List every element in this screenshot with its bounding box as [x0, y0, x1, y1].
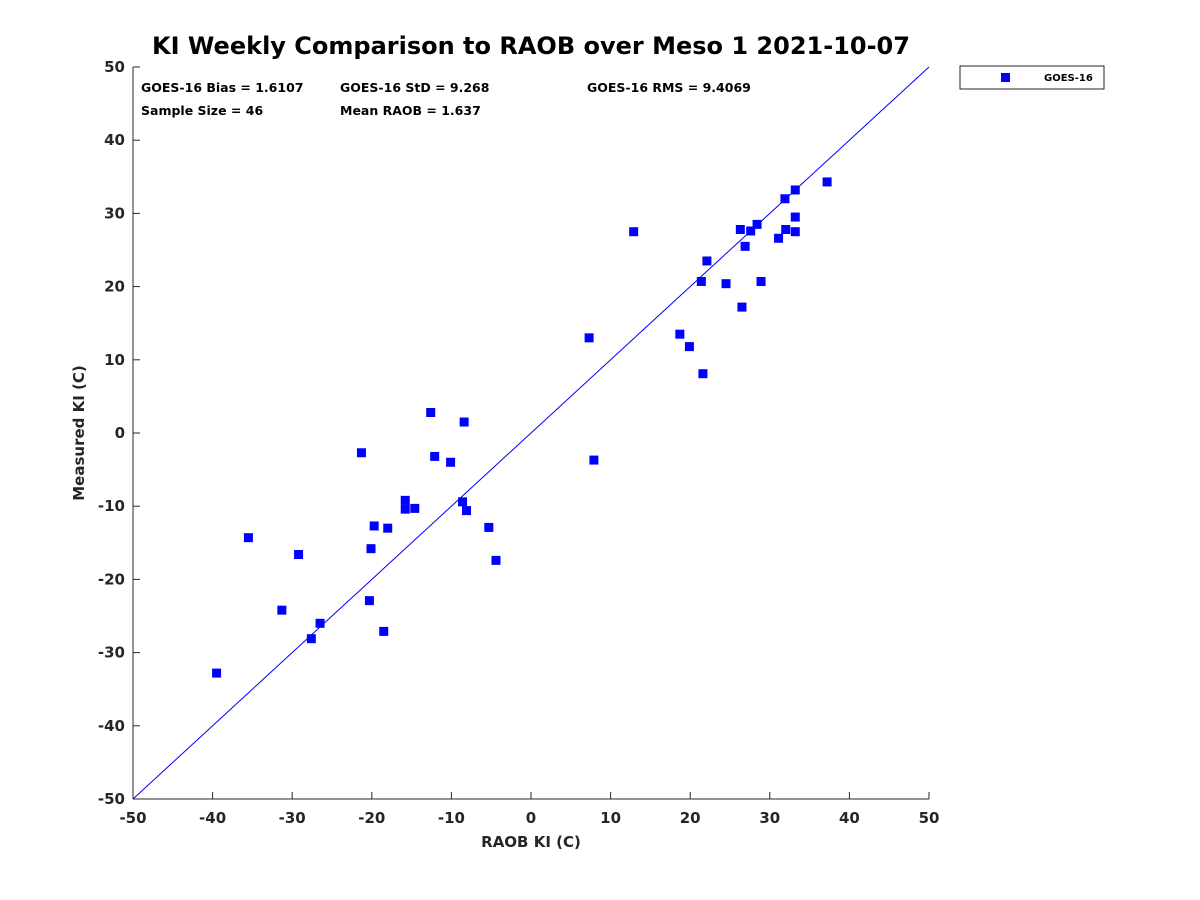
data-point: [737, 302, 747, 312]
data-point: [462, 506, 472, 516]
y-tick-label: 40: [104, 131, 125, 149]
x-tick-label: 40: [839, 809, 860, 827]
stat-rms: GOES-16 RMS = 9.4069: [587, 80, 751, 95]
data-point: [212, 668, 222, 678]
data-point: [702, 256, 712, 266]
stat-std: GOES-16 StD = 9.268: [340, 80, 489, 95]
x-axis-label: RAOB KI (C): [481, 833, 581, 851]
data-point: [822, 177, 832, 187]
legend-marker-square-icon: [1001, 73, 1010, 82]
legend: GOES-16: [959, 65, 1105, 90]
data-point: [369, 521, 379, 531]
data-point: [400, 504, 410, 514]
x-tick-label: 50: [919, 809, 940, 827]
y-tick-label: -50: [98, 790, 125, 808]
chart-title: KI Weekly Comparison to RAOB over Meso 1…: [152, 32, 910, 60]
stat-bias: GOES-16 Bias = 1.6107: [141, 80, 303, 95]
data-point: [774, 233, 784, 243]
data-point: [684, 342, 694, 352]
y-axis-label: Measured KI (C): [70, 365, 88, 501]
data-point: [410, 503, 420, 513]
data-point: [277, 605, 287, 615]
x-tick-label: -30: [279, 809, 306, 827]
data-point: [458, 497, 468, 507]
data-point: [589, 455, 599, 465]
x-tick-label: 0: [526, 809, 536, 827]
data-point: [740, 241, 750, 251]
y-tick-label: 0: [115, 424, 125, 442]
y-tick-label: 20: [104, 278, 125, 296]
x-axis-ticks: -50 -40 -30 -20 -10 0 10 20 30 40 50: [119, 792, 939, 827]
data-point: [781, 225, 791, 235]
y-tick-label: -40: [98, 717, 125, 735]
data-point: [491, 555, 501, 565]
y-tick-label: -30: [98, 644, 125, 662]
data-point: [780, 194, 790, 204]
data-point: [721, 279, 731, 289]
data-point: [364, 596, 374, 606]
data-point: [484, 522, 494, 532]
x-tick-label: -40: [199, 809, 226, 827]
data-point: [584, 333, 594, 343]
data-points: [212, 177, 832, 678]
data-point: [426, 408, 436, 418]
y-tick-label: 10: [104, 351, 125, 369]
data-point: [790, 227, 800, 237]
data-point: [294, 550, 304, 560]
data-point: [306, 634, 316, 644]
data-point: [446, 457, 456, 467]
y-axis-ticks: -50 -40 -30 -20 -10 0 10 20 30 40 50: [98, 58, 140, 808]
legend-label: GOES-16: [1044, 73, 1093, 84]
data-point: [379, 626, 389, 636]
stat-sample-size: Sample Size = 46: [141, 103, 263, 118]
x-tick-label: 10: [600, 809, 621, 827]
data-point: [746, 226, 756, 236]
data-point: [752, 219, 762, 229]
data-point: [459, 417, 469, 427]
stat-mean-raob: Mean RAOB = 1.637: [340, 103, 481, 118]
y-tick-label: 30: [104, 204, 125, 222]
data-point: [756, 276, 766, 286]
data-point: [696, 276, 706, 286]
data-point: [243, 533, 253, 543]
legend-box: [959, 65, 1105, 90]
y-tick-label: 50: [104, 58, 125, 76]
x-tick-label: -10: [438, 809, 465, 827]
data-point: [400, 495, 410, 505]
data-point: [315, 618, 325, 628]
data-point: [675, 329, 685, 339]
statistics-annotation: GOES-16 Bias = 1.6107 GOES-16 StD = 9.26…: [141, 80, 751, 118]
data-point: [735, 225, 745, 235]
data-point: [430, 451, 440, 461]
y-tick-label: -10: [98, 497, 125, 515]
x-tick-label: -50: [119, 809, 146, 827]
data-point: [356, 448, 366, 458]
data-point: [366, 544, 376, 554]
y-tick-label: -20: [98, 570, 125, 588]
x-tick-label: 30: [759, 809, 780, 827]
data-point: [383, 523, 393, 533]
x-tick-label: 20: [680, 809, 701, 827]
x-tick-label: -20: [358, 809, 385, 827]
data-point: [698, 369, 708, 379]
data-point: [629, 227, 639, 237]
data-point: [790, 212, 800, 222]
data-point: [790, 185, 800, 195]
